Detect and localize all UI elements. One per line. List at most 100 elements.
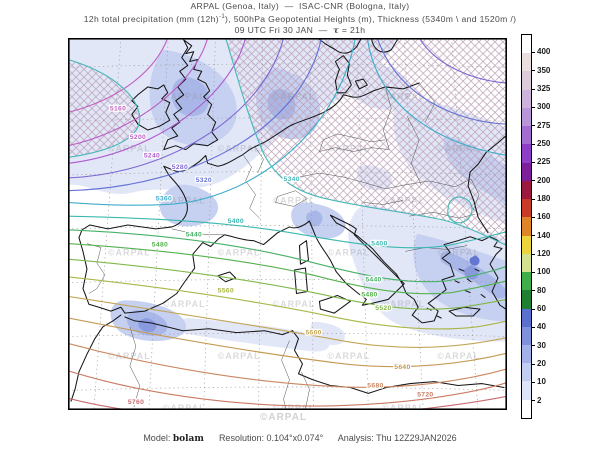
arpal-watermark: ©ARPAL xyxy=(327,144,370,154)
model-label: Model: xyxy=(143,433,170,443)
colorbar-tick-label: 325 xyxy=(537,84,550,93)
contour-label: 5520 xyxy=(375,305,391,312)
resolution-label: Resolution: xyxy=(219,433,264,443)
colorbar-tick-label: 180 xyxy=(537,194,550,203)
contour-label: 5240 xyxy=(144,152,160,159)
arpal-watermark: ©ARPAL xyxy=(382,196,425,206)
map-panel: ©ARPAL ©ARPAL ©ARPAL ©ARPAL ©ARPAL ©ARPAL ©ARP… xyxy=(68,38,507,410)
colorbar-tick-label: 120 xyxy=(537,249,550,258)
arpal-watermark: ©ARPAL xyxy=(437,351,480,361)
colorbar-tick-label: 2 xyxy=(537,396,541,405)
colorbar-tick-label: 140 xyxy=(537,231,550,240)
colorbar-tick xyxy=(531,327,535,328)
colorbar-segment xyxy=(522,272,531,290)
title-line-1: ARPAL (Genoa, Italy) — ISAC-CNR (Bologna… xyxy=(0,1,600,12)
colorbar-tick xyxy=(531,199,535,200)
colorbar-tick xyxy=(531,309,535,310)
colorbar-tick xyxy=(531,254,535,255)
colorbar-tick-label: 275 xyxy=(537,121,550,130)
contour-label: 5600 xyxy=(305,330,321,337)
contour-label: 5160 xyxy=(110,105,126,112)
arpal-watermark: ©ARPAL xyxy=(437,247,480,257)
colorbar-tick-label: 250 xyxy=(537,139,550,148)
colorbar-segment xyxy=(522,290,531,308)
contour-label: 5200 xyxy=(130,134,146,141)
colorbar-tick xyxy=(531,272,535,273)
colorbar-segment xyxy=(522,181,531,199)
colorbar-tick-label: 400 xyxy=(537,47,550,56)
arpal-watermark: ©ARPAL xyxy=(273,196,316,206)
colorbar-segment xyxy=(522,217,531,235)
contour-label: 5480 xyxy=(152,242,168,249)
colorbar-segment xyxy=(522,71,531,89)
colorbar-tick xyxy=(531,70,535,71)
model-name: bolam xyxy=(173,434,204,444)
colorbar-tick-label: 30 xyxy=(537,341,546,350)
colorbar-tick xyxy=(531,382,535,383)
contour-label: 5480 xyxy=(361,291,377,298)
colorbar-tick-label: 10 xyxy=(537,377,546,386)
colorbar-tick-label: 300 xyxy=(537,102,550,111)
colorbar-tick xyxy=(531,89,535,90)
arpal-watermark: ©ARPAL xyxy=(108,351,151,361)
colorbar-segment xyxy=(522,236,531,254)
title-line-3: 09 UTC Fri 30 JAN — τ = 21h xyxy=(0,25,600,37)
contour-label: 5340 xyxy=(284,176,300,183)
colorbar-tick xyxy=(531,52,535,53)
colorbar-tick xyxy=(531,364,535,365)
colorbar-tick-label: 100 xyxy=(537,267,550,276)
colorbar-tick xyxy=(531,162,535,163)
colorbar-tick-label: 225 xyxy=(537,157,550,166)
contour-label: 5320 xyxy=(196,177,212,184)
contour-label: 5560 xyxy=(218,288,234,295)
colorbar-tick xyxy=(531,144,535,145)
contour-5680 xyxy=(68,343,507,387)
analysis-value: Thu 12Z29JAN2026 xyxy=(376,433,457,443)
colorbar-tick-label: 40 xyxy=(537,322,546,331)
contour-label: 5440 xyxy=(365,277,381,284)
arpal-watermark: ©ARPAL xyxy=(260,412,307,423)
colorbar-segment xyxy=(522,90,531,108)
europe-weather-map: ©ARPAL ©ARPAL ©ARPAL ©ARPAL ©ARPAL ©ARPAL ©ARP… xyxy=(68,38,507,410)
colorbar-segment xyxy=(522,126,531,144)
colorbar-segment xyxy=(522,345,531,363)
contour-label: 5760 xyxy=(128,399,144,406)
colorbar-tick xyxy=(531,290,535,291)
colorbar-tick-label: 200 xyxy=(537,176,550,185)
colorbar-tick-label: 60 xyxy=(537,304,546,313)
colorbar-tick-label: 20 xyxy=(537,359,546,368)
arpal-watermark: ©ARPAL xyxy=(327,351,370,361)
colorbar-tick xyxy=(531,180,535,181)
contour-label: 5640 xyxy=(394,364,410,371)
precipitation-colorbar xyxy=(521,34,532,419)
contour-label: 5400 xyxy=(228,218,244,225)
arpal-watermark: ©ARPAL xyxy=(108,247,151,257)
analysis-label: Analysis: xyxy=(338,433,374,443)
contour-label: 5720 xyxy=(417,391,433,398)
colorbar-segment xyxy=(522,199,531,217)
contour-label: 5400 xyxy=(371,241,387,248)
colorbar-tick xyxy=(531,107,535,108)
colorbar-tick xyxy=(531,345,535,346)
colorbar-tick xyxy=(531,400,535,401)
colorbar-tick-label: 80 xyxy=(537,286,546,295)
arpal-watermark: ©ARPAL xyxy=(163,92,206,102)
colorbar-segment xyxy=(522,163,531,181)
arpal-watermark: ©ARPAL xyxy=(273,299,316,309)
colorbar-segment xyxy=(522,254,531,272)
arpal-watermark: ©ARPAL xyxy=(218,351,261,361)
colorbar-segment xyxy=(522,144,531,162)
colorbar-segment xyxy=(522,381,531,399)
colorbar-segment xyxy=(522,363,531,381)
chart-title: ARPAL (Genoa, Italy) — ISAC-CNR (Bologna… xyxy=(0,1,600,37)
colorbar-tick xyxy=(531,217,535,218)
colorbar-segment xyxy=(522,35,531,53)
arpal-watermark: ©ARPAL xyxy=(327,247,370,257)
title-line-2: 12h total precipitation (mm (12h)-1), 50… xyxy=(0,12,600,25)
colorbar-segment xyxy=(522,108,531,126)
colorbar-tick xyxy=(531,125,535,126)
resolution-value: 0.104°x0.074° xyxy=(266,433,323,443)
colorbar-segment xyxy=(522,327,531,345)
contour-label: 5280 xyxy=(172,164,188,171)
colorbar-tick-label: 350 xyxy=(537,66,550,75)
